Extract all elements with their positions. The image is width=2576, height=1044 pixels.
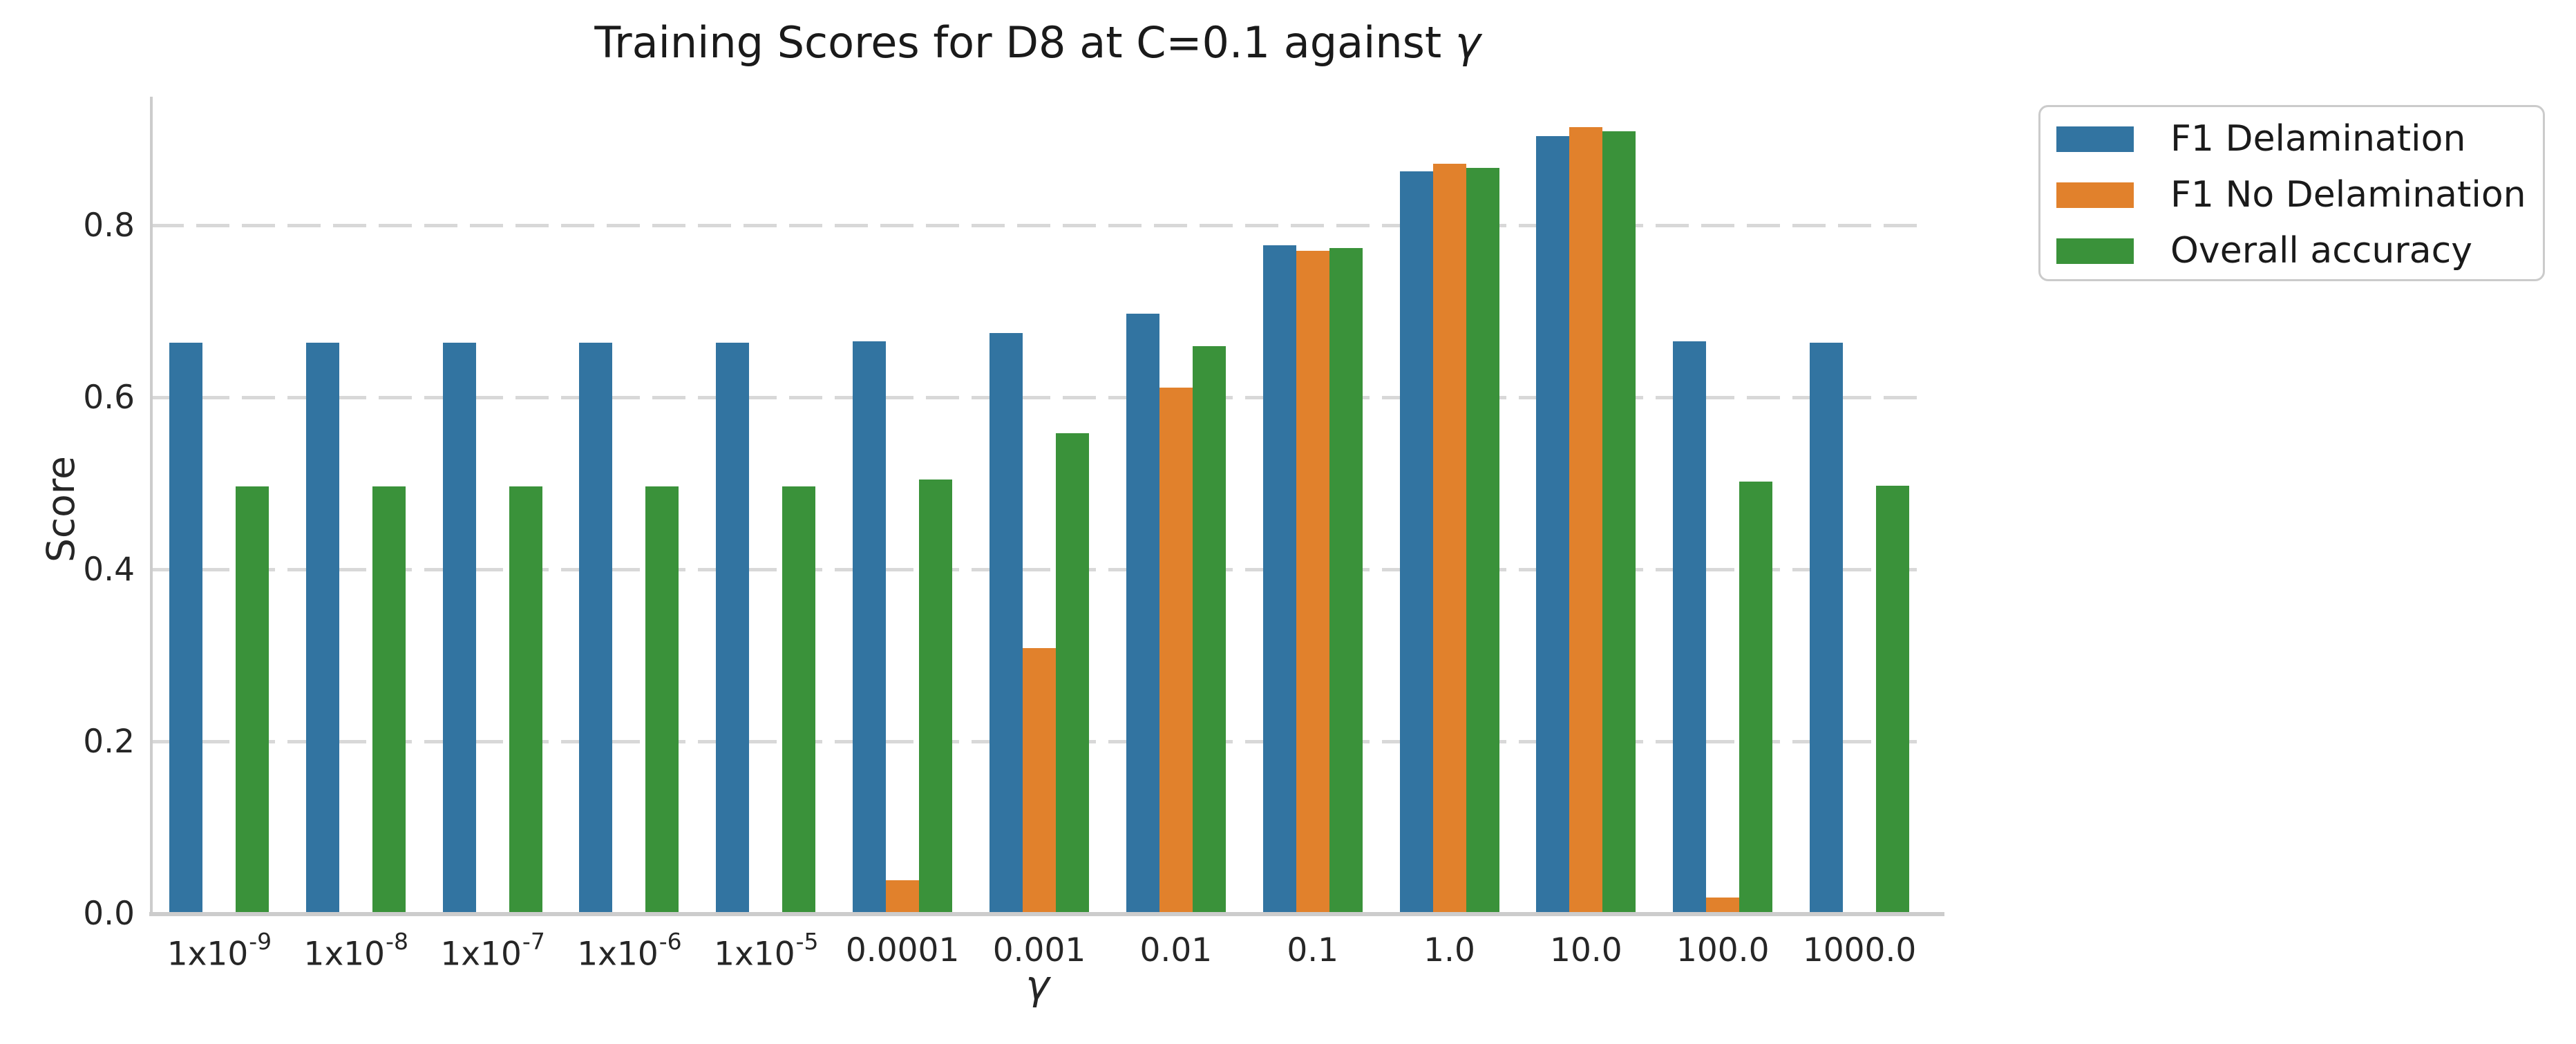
- legend-swatch-f1-no-delamination: [2056, 182, 2134, 208]
- bar-f1-no-delamination-0-001: [1023, 648, 1056, 914]
- legend-item-f1-no-delamination: F1 No Delamination: [2056, 174, 2526, 216]
- x-tick-label-10-0: 10.0: [1550, 931, 1622, 969]
- x-tick-label-100-0: 100.0: [1676, 931, 1770, 969]
- bar-overall-accuracy-0-01: [1192, 346, 1226, 914]
- legend-label: Overall accuracy: [2170, 230, 2472, 272]
- bar-overall-accuracy-1000-0: [1876, 485, 1910, 914]
- bar-overall-accuracy-100-0: [1739, 481, 1773, 914]
- bar-f1-delamination-1x10-7: [442, 343, 476, 914]
- bar-overall-accuracy-1-0: [1466, 168, 1499, 914]
- bar-overall-accuracy-1x10-9: [235, 486, 269, 914]
- bar-f1-delamination-100-0: [1673, 341, 1707, 914]
- x-axis-spine: [149, 912, 1944, 916]
- bar-f1-no-delamination-0-01: [1159, 387, 1193, 914]
- bar-f1-delamination-10-0: [1536, 136, 1570, 914]
- y-tick-label-0.6: 0.6: [83, 378, 135, 417]
- legend-item-overall-accuracy: Overall accuracy: [2056, 230, 2472, 272]
- plot-area: [149, 97, 1944, 916]
- y-tick-label-0.2: 0.2: [83, 722, 135, 761]
- gridline-y-0.4: [151, 567, 1928, 571]
- legend: F1 Delamination F1 No Delamination Overall…: [2038, 105, 2545, 281]
- bar-overall-accuracy-1x10-5: [782, 486, 816, 914]
- chart-title: Training Scores for D8 at C=0.1 against …: [149, 18, 1926, 67]
- bar-overall-accuracy-1x10-6: [645, 486, 679, 914]
- bar-overall-accuracy-1x10-7: [509, 486, 542, 914]
- bar-overall-accuracy-10-0: [1602, 131, 1636, 914]
- bar-f1-delamination-0-01: [1126, 313, 1159, 914]
- bar-f1-delamination-0-001: [989, 333, 1023, 914]
- bar-overall-accuracy-0-001: [1056, 433, 1089, 914]
- bar-f1-delamination-1x10-8: [305, 343, 339, 914]
- y-axis-spine: [150, 97, 153, 914]
- legend-swatch-f1-delamination: [2056, 126, 2134, 152]
- legend-swatch-overall-accuracy: [2056, 238, 2134, 264]
- bar-f1-delamination-1000-0: [1810, 343, 1844, 914]
- x-tick-label-1000-0: 1000.0: [1802, 931, 1917, 969]
- y-tick-label-0.4: 0.4: [83, 550, 135, 589]
- y-tick-label-0.8: 0.8: [83, 206, 135, 245]
- x-tick-label-1x10-7: 1x10-7: [440, 928, 545, 974]
- bar-f1-no-delamination-0-0001: [886, 880, 920, 914]
- gamma-symbol: γ: [1455, 17, 1481, 68]
- x-tick-label-1x10-8: 1x10-8: [303, 928, 408, 974]
- bar-f1-delamination-1-0: [1399, 171, 1433, 914]
- chart-title-text: Training Scores for D8 at C=0.1 against: [594, 17, 1455, 68]
- x-tick-label-1x10-5: 1x10-5: [714, 928, 819, 974]
- legend-label: F1 No Delamination: [2170, 174, 2526, 216]
- bar-f1-delamination-1x10-6: [579, 343, 613, 914]
- bar-overall-accuracy-0-0001: [919, 480, 953, 914]
- x-tick-label-0-1: 0.1: [1287, 931, 1339, 969]
- bar-f1-no-delamination-10-0: [1569, 126, 1603, 914]
- x-tick-label-1x10-9: 1x10-9: [167, 928, 272, 974]
- bar-f1-no-delamination-0-1: [1296, 250, 1329, 914]
- gridline-y-0.6: [151, 395, 1928, 399]
- gridline-y-0.8: [151, 223, 1928, 227]
- legend-label: F1 Delamination: [2170, 118, 2466, 160]
- bar-overall-accuracy-1x10-8: [372, 486, 406, 914]
- bar-f1-delamination-0-0001: [853, 341, 887, 914]
- bar-f1-delamination-1x10-9: [169, 343, 202, 914]
- bar-f1-delamination-1x10-5: [716, 343, 750, 914]
- x-axis-label: γ: [1025, 962, 1050, 1009]
- bar-overall-accuracy-0-1: [1329, 248, 1363, 914]
- x-tick-label-0-0001: 0.0001: [845, 931, 960, 969]
- x-tick-label-1-0: 1.0: [1423, 931, 1475, 969]
- bar-f1-no-delamination-100-0: [1706, 898, 1740, 914]
- x-tick-label-1x10-6: 1x10-6: [577, 928, 682, 974]
- legend-item-f1-delamination: F1 Delamination: [2056, 118, 2466, 160]
- x-tick-label-0-001: 0.001: [992, 931, 1086, 969]
- y-tick-label-0.0: 0.0: [83, 895, 135, 933]
- bar-f1-delamination-0-1: [1262, 245, 1296, 914]
- x-tick-label-0-01: 0.01: [1139, 931, 1213, 969]
- bar-f1-no-delamination-1-0: [1432, 164, 1466, 914]
